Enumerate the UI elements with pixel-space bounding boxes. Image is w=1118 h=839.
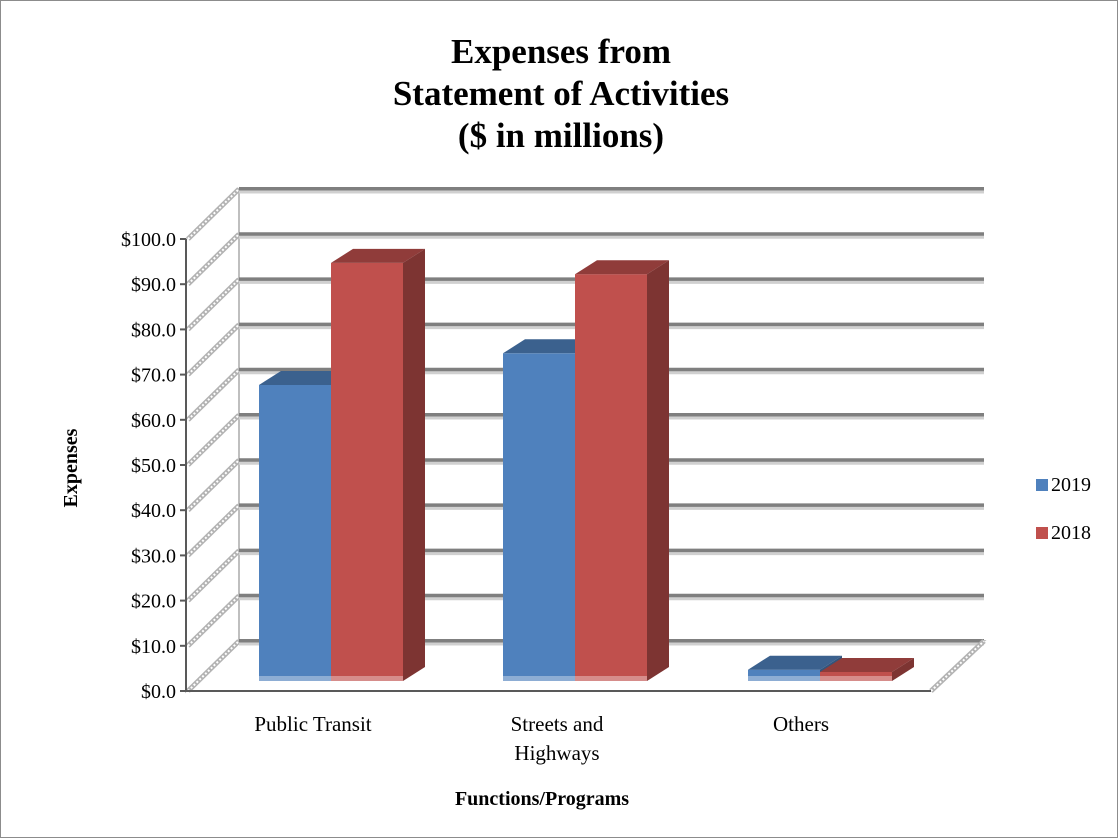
gridline-side (186, 413, 241, 467)
bar-2018-0 (331, 248, 425, 681)
legend-swatch-2019 (1036, 479, 1048, 491)
x-category-labels: Public Transit Streets and Highways Others (254, 712, 829, 765)
x-category-label: Streets and (511, 712, 604, 736)
legend-swatch-2018 (1036, 527, 1048, 539)
gridline-side (186, 639, 241, 693)
y-tick-label: $70.0 (131, 365, 176, 387)
gridline-side (186, 368, 241, 422)
bar-top (820, 657, 914, 672)
y-tick-label: $40.0 (131, 500, 176, 522)
bar-base (331, 676, 403, 681)
bar-base (748, 676, 820, 681)
y-tick-label: $10.0 (131, 636, 176, 658)
bar-side (647, 260, 669, 681)
chart-title-line: ($ in millions) (458, 116, 664, 155)
x-axis-title: Functions/Programs (455, 788, 629, 810)
bar-side (403, 248, 425, 681)
x-category-label: Others (773, 712, 829, 736)
y-tick-label: $60.0 (131, 410, 176, 432)
bar-top (503, 339, 597, 354)
bar-front (503, 353, 575, 681)
chart-title-line: Expenses from (451, 32, 671, 71)
bar-top (748, 655, 842, 670)
bars (259, 248, 914, 681)
legend: 2019 2018 (1036, 474, 1091, 544)
gridline-side (186, 594, 241, 648)
y-tick-labels: $0.0 $10.0 $20.0 $30.0 $40.0 $50.0 $60.0 $70.0 $… (121, 229, 931, 703)
legend-label-2019: 2019 (1051, 474, 1091, 496)
bar-base (503, 676, 575, 681)
floor-edge-hatch (930, 640, 985, 692)
bar-front (259, 384, 331, 681)
legend-label-2018: 2018 (1051, 522, 1091, 544)
y-tick-label: $20.0 (131, 591, 176, 613)
gridline-side (186, 322, 241, 377)
gridline-side (186, 548, 241, 603)
bar-2018-2 (820, 657, 914, 681)
gridline-side (186, 458, 241, 512)
x-category-label: Highways (514, 741, 599, 765)
bar-base (575, 676, 647, 681)
y-tick-label: $90.0 (131, 274, 176, 296)
gridline-side (186, 503, 241, 558)
y-tick-label: $30.0 (131, 545, 176, 567)
bar-top (331, 248, 425, 263)
gridline-side (186, 232, 241, 286)
bar-front (331, 262, 403, 681)
gridline-side (186, 277, 241, 332)
y-tick-label: $50.0 (131, 455, 176, 477)
gridline-side (186, 187, 241, 241)
bar-2018-1 (575, 260, 669, 681)
bar-front (575, 274, 647, 681)
y-tick-label: $100.0 (121, 229, 176, 251)
chart-title-line: Statement of Activities (393, 74, 729, 113)
bar-top (259, 370, 353, 385)
y-tick-label: $80.0 (131, 319, 176, 341)
bar-base (259, 676, 331, 681)
bar-top (575, 260, 669, 275)
bar-front (748, 669, 820, 681)
bar-base (820, 676, 892, 681)
bar-side (892, 657, 914, 681)
y-axis-title: Expenses (60, 428, 82, 507)
y-tick-label: $0.0 (141, 681, 176, 703)
x-category-label: Public Transit (254, 712, 371, 736)
